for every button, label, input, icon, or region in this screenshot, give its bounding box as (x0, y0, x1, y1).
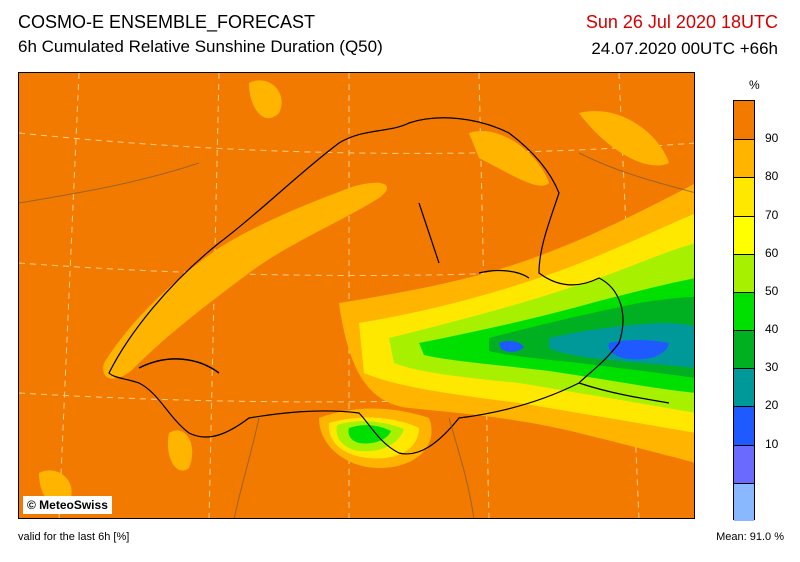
mean-value: Mean: 91.0 % (716, 531, 784, 543)
copyright-label: © MeteoSwiss (23, 496, 112, 514)
product-title: 6h Cumulated Relative Sunshine Duration … (18, 37, 383, 56)
colorbar-segment (734, 101, 754, 140)
colorbar (733, 100, 755, 521)
colorbar-segment (734, 406, 754, 445)
forecast-map: © MeteoSwiss (18, 72, 695, 519)
colorbar-segment (734, 215, 754, 254)
map-layers (19, 73, 694, 518)
run-time: 24.07.2020 00UTC +66h (591, 39, 778, 58)
colorbar-label: 10 (765, 436, 779, 451)
colorbar-label: 20 (765, 398, 779, 413)
sunshine-20-30 (499, 340, 669, 360)
colorbar-label: 70 (765, 207, 779, 222)
colorbar-segment (734, 177, 754, 216)
colorbar-label: 90 (765, 131, 779, 146)
valid-time: Sun 26 Jul 2020 18UTC (585, 12, 778, 32)
colorbar-label: 50 (765, 283, 779, 298)
colorbar-label: 80 (765, 169, 779, 184)
colorbar-segment (734, 139, 754, 178)
colorbar-segment (734, 291, 754, 331)
model-title: COSMO-E ENSEMBLE_FORECAST (18, 12, 316, 32)
borders (108, 117, 670, 455)
colorbar-segment (734, 253, 754, 292)
colorbar-label: 40 (765, 322, 779, 337)
colorbar-segment (734, 368, 754, 407)
valid-note: valid for the last 6h [%] (18, 531, 130, 543)
colorbar-label: 60 (765, 245, 779, 260)
legend-unit: % (749, 78, 760, 92)
colorbar-segment (734, 482, 754, 521)
colorbar-label: 30 (765, 360, 779, 375)
rivers-regions (19, 152, 694, 518)
colorbar-segment (734, 330, 754, 369)
colorbar-segment (734, 444, 754, 483)
